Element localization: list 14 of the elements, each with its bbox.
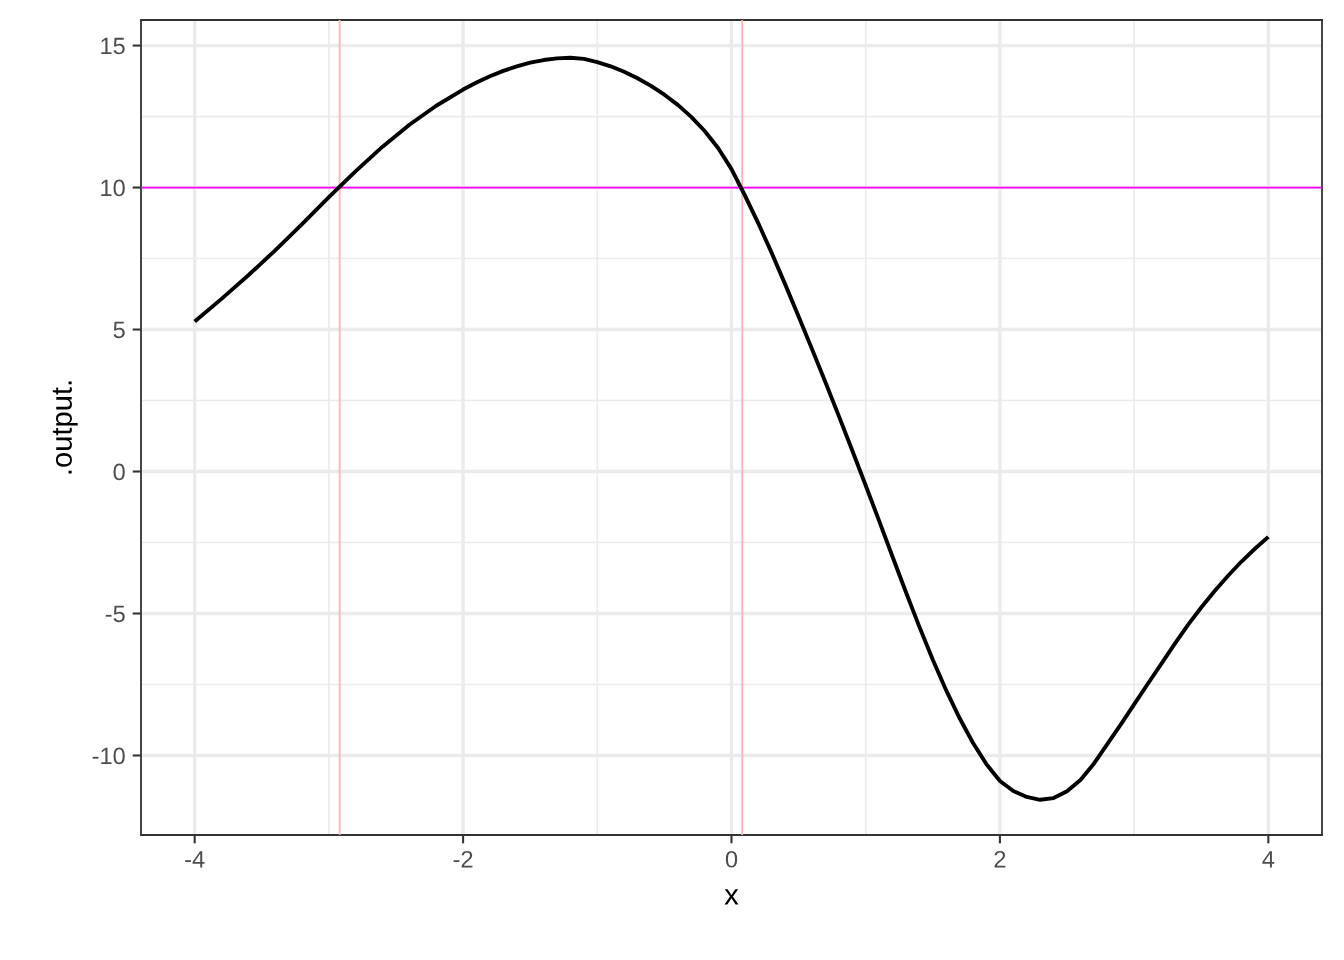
- x-tick-label: -2: [453, 850, 473, 868]
- y-tick-label: 0: [113, 463, 125, 481]
- y-axis-title: .output.: [52, 381, 78, 474]
- y-tick-label: 5: [113, 321, 125, 339]
- y-tick-label: -5: [105, 605, 125, 623]
- x-axis-title: x: [724, 889, 739, 905]
- y-tick-label: 15: [101, 37, 125, 55]
- line-series: [192, 55, 1271, 802]
- x-tick-label: 2: [994, 850, 1006, 868]
- y-tick-label: 10: [101, 179, 125, 197]
- y-tick-label: -10: [92, 747, 125, 765]
- x-tick-label: 4: [1262, 851, 1275, 868]
- x-tick-label: 0: [725, 850, 738, 868]
- x-tick-label: -4: [185, 851, 205, 868]
